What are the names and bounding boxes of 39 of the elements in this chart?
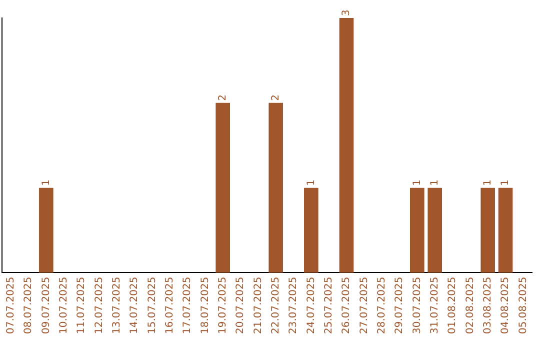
data-label: 2 (217, 94, 228, 101)
x-tick-label: 19.07.2025 (217, 276, 228, 334)
data-label: 2 (270, 94, 282, 101)
x-tick-label: 31.07.2025 (429, 276, 440, 334)
x-tick-label: 08.07.2025 (23, 276, 34, 334)
data-label: 1 (500, 179, 512, 186)
x-tick-label: 11.07.2025 (76, 276, 88, 334)
x-tick-label: 02.08.2025 (464, 276, 476, 334)
x-tick-label: 07.07.2025 (5, 276, 16, 334)
x-tick-label: 03.08.2025 (482, 276, 494, 334)
x-tick-label: 24.07.2025 (306, 276, 317, 334)
x-tick-label: 01.08.2025 (447, 276, 458, 334)
data-label: 1 (482, 179, 494, 186)
x-tick-label: 29.07.2025 (394, 276, 406, 334)
x-tick-label: 17.07.2025 (182, 276, 194, 334)
x-tick-label: 15.07.2025 (146, 276, 158, 334)
x-tick-label: 04.08.2025 (500, 276, 512, 334)
x-tick-label: 28.07.2025 (376, 276, 388, 334)
data-label: 1 (412, 179, 423, 186)
data-label: 3 (341, 10, 352, 16)
data-label: 1 (429, 179, 440, 186)
x-tick-label: 23.07.2025 (288, 276, 300, 334)
data-label: 1 (306, 179, 317, 186)
x-tick-label: 22.07.2025 (270, 276, 282, 334)
x-tick-label: 09.07.2025 (40, 276, 52, 334)
x-tick-label: 12.07.2025 (94, 276, 105, 334)
x-tick-label: 18.07.2025 (200, 276, 211, 334)
x-tick-label: 20.07.2025 (235, 276, 246, 334)
x-tick-label: 27.07.2025 (358, 276, 370, 334)
x-tick-label: 14.07.2025 (129, 276, 140, 334)
x-tick-label: 13.07.2025 (111, 276, 122, 334)
x-tick-label: 26.07.2025 (341, 276, 352, 334)
x-tick-label: 21.07.2025 (252, 276, 264, 334)
x-tick-label: 10.07.2025 (58, 276, 70, 334)
x-tick-label: 05.08.2025 (518, 276, 529, 334)
x-tick-label: 25.07.2025 (323, 276, 334, 334)
x-tick-label: 30.07.2025 (412, 276, 423, 334)
x-tick-label: 16.07.2025 (164, 276, 176, 334)
data-label: 1 (40, 179, 52, 186)
